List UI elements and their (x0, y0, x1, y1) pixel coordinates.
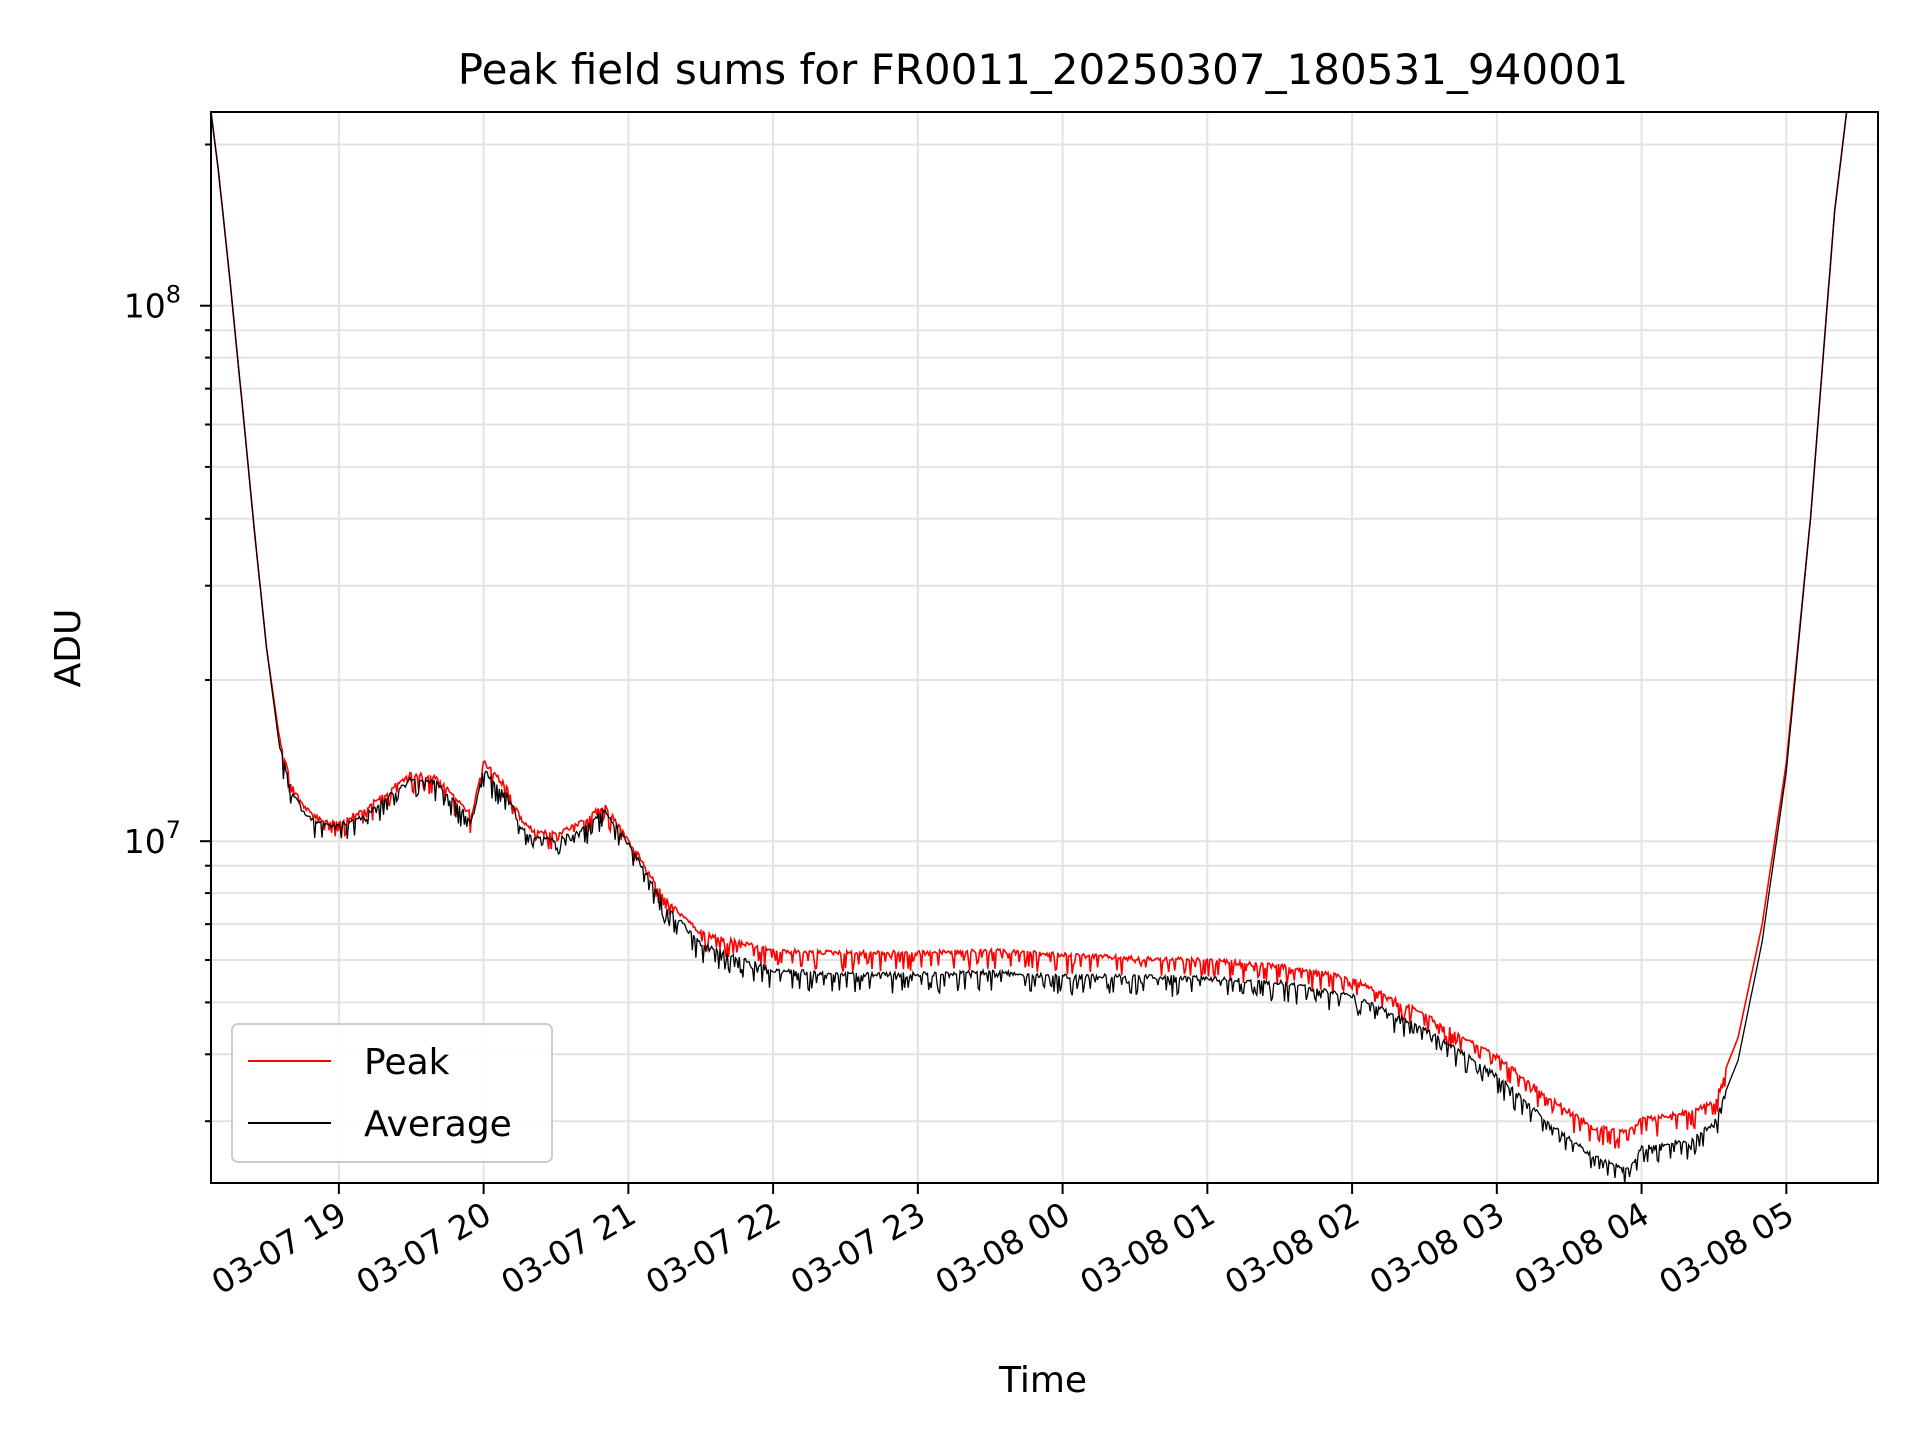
series-line-average (211, 112, 1848, 1183)
plot-frame (210, 111, 1879, 1184)
series-layer (211, 112, 1848, 1183)
y-axis: 107 108 (124, 143, 211, 1123)
legend-box (231, 1023, 553, 1163)
y-tick-label: 107 (124, 816, 181, 861)
grid (211, 112, 1878, 1183)
x-axis-label: Time (998, 1360, 1087, 1401)
legend-label-average: Average (364, 1104, 512, 1145)
legend: Peak Average (231, 1023, 553, 1163)
legend-label-peak: Peak (364, 1042, 450, 1083)
y-tick-label: 108 (124, 281, 181, 326)
chart-title: Peak field sums for FR0011_20250307_1805… (458, 45, 1628, 94)
series-line-peak (211, 112, 1848, 1149)
y-axis-label: ADU (48, 609, 89, 688)
